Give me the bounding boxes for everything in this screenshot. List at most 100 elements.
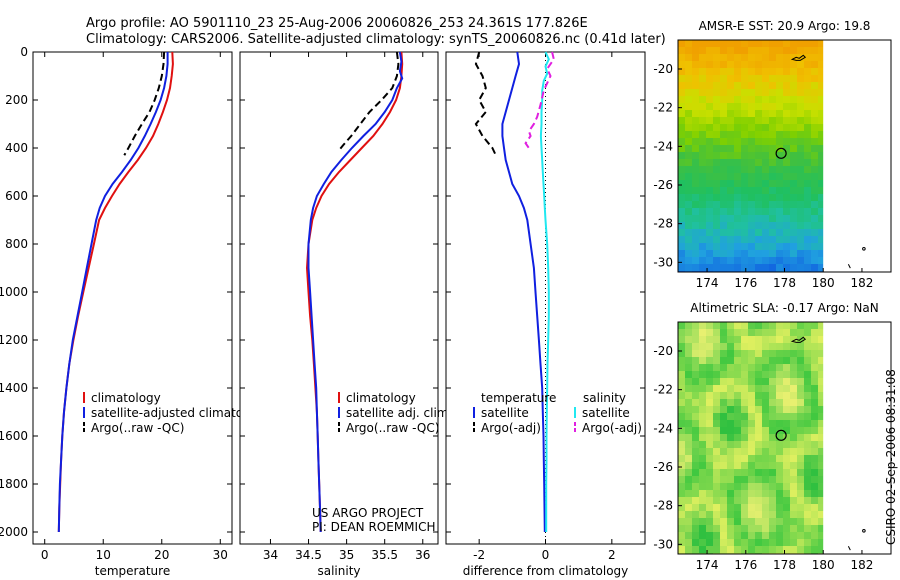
map-cell <box>741 187 748 194</box>
map-cell <box>741 462 748 469</box>
map-cell <box>699 208 706 215</box>
map-cell <box>783 173 790 180</box>
map-cell <box>727 138 734 145</box>
map-cell <box>727 532 734 539</box>
map-cell <box>755 371 762 378</box>
map-cell <box>678 322 685 329</box>
map-cell <box>727 504 734 511</box>
map-cell <box>783 420 790 427</box>
map-cell <box>797 378 804 385</box>
map-cell <box>685 264 692 271</box>
map-cell <box>734 229 741 236</box>
map-cell <box>706 546 713 553</box>
map-cell <box>769 427 776 434</box>
map-cell <box>699 75 706 82</box>
map-cell <box>776 371 783 378</box>
map-cell <box>727 257 734 264</box>
map-cell <box>720 68 727 75</box>
map-cell <box>720 61 727 68</box>
map-cell <box>748 392 755 399</box>
map-cell <box>804 187 811 194</box>
map-cell <box>685 392 692 399</box>
map-cell <box>783 250 790 257</box>
map-cell <box>769 180 776 187</box>
map-cell <box>748 469 755 476</box>
map-cell <box>804 385 811 392</box>
map-cell <box>741 103 748 110</box>
map-cell <box>692 525 699 532</box>
legend-label: climatology <box>91 391 161 405</box>
map-cell <box>790 371 797 378</box>
map-cell <box>762 336 769 343</box>
map-cell <box>741 208 748 215</box>
map-cell <box>818 504 824 511</box>
map-cell <box>811 236 818 243</box>
map-cell <box>706 201 713 208</box>
map-cell <box>692 427 699 434</box>
map-cell <box>811 532 818 539</box>
map-cell <box>769 483 776 490</box>
map-cell <box>699 110 706 117</box>
map-cell <box>699 194 706 201</box>
map-cell <box>797 476 804 483</box>
map-cell <box>804 208 811 215</box>
map-cell <box>706 497 713 504</box>
map-cell <box>692 371 699 378</box>
map-cell <box>734 117 741 124</box>
map-cell <box>762 117 769 124</box>
map-cell <box>734 145 741 152</box>
map-cell <box>692 201 699 208</box>
map-cell <box>685 350 692 357</box>
map-cell <box>741 525 748 532</box>
map-cell <box>762 82 769 89</box>
map-cell <box>699 68 706 75</box>
map-cell <box>741 96 748 103</box>
map-cell <box>678 110 685 117</box>
island-dot <box>862 247 866 251</box>
map-cell <box>776 469 783 476</box>
map-cell <box>762 75 769 82</box>
map-cell <box>818 243 824 250</box>
map-cell <box>776 236 783 243</box>
map-cell <box>818 483 824 490</box>
map-cell <box>811 371 818 378</box>
map-cell <box>797 152 804 159</box>
island-outline <box>790 336 807 343</box>
map-cell <box>790 518 797 525</box>
map-cell <box>727 180 734 187</box>
map-cell <box>699 96 706 103</box>
map-cell <box>720 173 727 180</box>
map-cell <box>776 322 783 329</box>
map-cell <box>790 201 797 208</box>
map-cell <box>692 546 699 553</box>
map-cell <box>818 322 824 329</box>
map-cell <box>706 152 713 159</box>
map-cell <box>790 264 797 271</box>
x-tick-label: 0 <box>542 548 550 562</box>
map-cell <box>811 187 818 194</box>
map-cell <box>748 385 755 392</box>
map-cell <box>818 539 824 546</box>
map-cell <box>741 504 748 511</box>
y-tick-label: 1800 <box>0 477 28 491</box>
map-y-tick-label: -20 <box>653 344 673 358</box>
map-cell <box>713 208 720 215</box>
map-cell <box>748 145 755 152</box>
map-cell <box>811 54 818 61</box>
map-cell <box>748 497 755 504</box>
map-cell <box>678 364 685 371</box>
map-cell <box>678 229 685 236</box>
map-cell <box>692 131 699 138</box>
map-cell <box>811 82 818 89</box>
map-cell <box>734 243 741 250</box>
map-cell <box>769 264 776 271</box>
map-cell <box>762 236 769 243</box>
series-line <box>307 51 404 533</box>
map-cell <box>741 166 748 173</box>
map-cell <box>741 469 748 476</box>
map-cell <box>755 413 762 420</box>
map-cell <box>699 518 706 525</box>
map-cell <box>706 364 713 371</box>
map-cell <box>818 371 824 378</box>
map-cell <box>811 539 818 546</box>
